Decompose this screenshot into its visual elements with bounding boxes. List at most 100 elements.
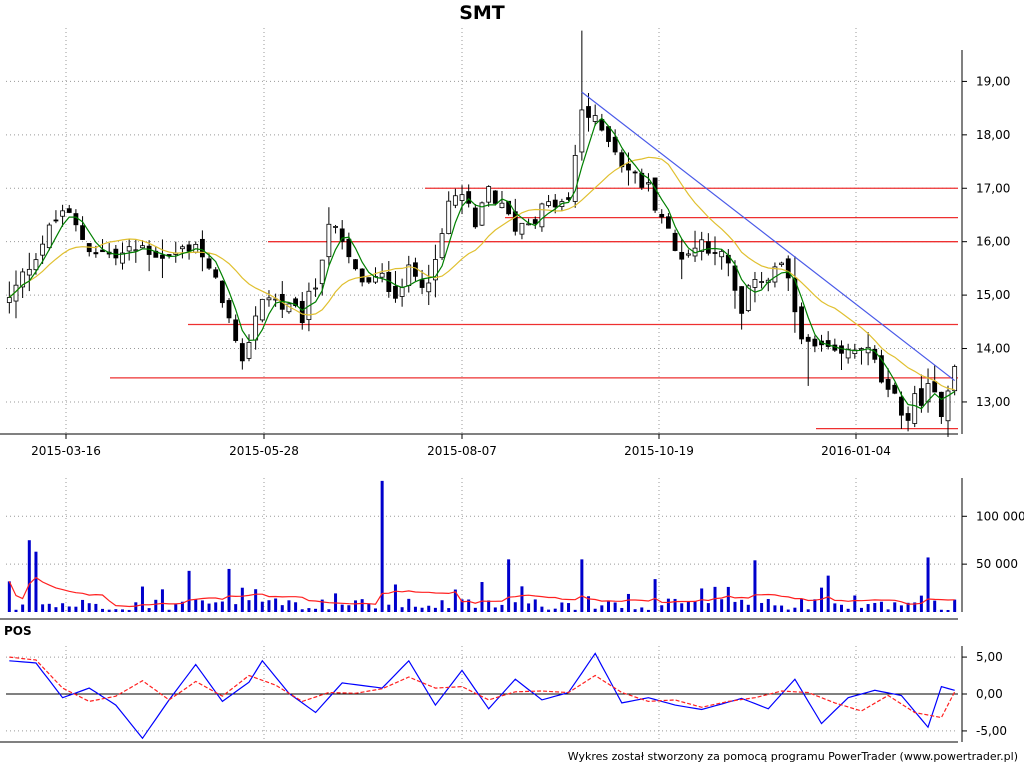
volume-bar <box>187 570 191 612</box>
volume-bar <box>74 606 78 612</box>
y-tick-label: 17,00 <box>976 181 1010 195</box>
chart-title: SMT <box>459 2 505 24</box>
candle-body <box>160 254 165 259</box>
axes: 13,00 14,00 15,00 16,00 17,00 18,00 19,00 2015-… <box>0 50 1024 743</box>
candle-body <box>393 285 398 299</box>
oscillator-line <box>9 652 955 740</box>
candle-body <box>40 243 46 256</box>
volume-bar <box>387 604 391 612</box>
volume-bar <box>340 604 344 612</box>
candle-body <box>266 297 272 301</box>
volume-bar <box>200 600 204 612</box>
candle-body <box>472 207 478 228</box>
y-tick-label: 16,00 <box>976 235 1010 249</box>
candle-body <box>399 287 405 297</box>
volume-bar <box>247 600 251 612</box>
oscillator-panel <box>6 652 958 740</box>
volume-bar <box>886 609 890 612</box>
volume-bar <box>593 608 597 612</box>
volume-bar <box>7 581 11 612</box>
volume-average-line <box>8 576 955 608</box>
volume-bar <box>393 584 397 612</box>
y-tick-label: 19,00 <box>976 74 1010 88</box>
candle-body <box>120 252 125 264</box>
volume-bar <box>214 602 218 612</box>
candle-body <box>80 225 85 240</box>
volume-bar <box>354 600 358 612</box>
candle-body <box>759 281 765 283</box>
candle-body <box>519 222 525 235</box>
volume-bar <box>666 598 670 612</box>
candle-body <box>852 349 858 355</box>
volume-bar <box>913 602 917 612</box>
volume-bar <box>873 602 877 612</box>
volume-panel <box>7 480 957 612</box>
candle-body <box>812 338 818 347</box>
volume-bar <box>274 598 278 612</box>
x-tick-label: 2015-10-19 <box>624 444 694 458</box>
volume-bar <box>513 602 517 612</box>
volume-bar <box>653 579 657 612</box>
candle-body <box>333 226 338 228</box>
candle-body <box>239 343 245 362</box>
volume-bar <box>220 601 224 612</box>
candle-body <box>646 182 651 185</box>
volume-bar <box>300 609 304 612</box>
candle-body <box>479 202 485 226</box>
candle-body <box>672 232 678 251</box>
candle-body <box>46 224 52 249</box>
candle-body <box>839 345 844 354</box>
candle-body <box>492 190 498 204</box>
candle-body <box>126 246 132 252</box>
volume-bar <box>61 603 65 612</box>
volume-bar <box>287 600 291 612</box>
volume-bar <box>839 604 843 612</box>
volume-bar <box>327 609 331 612</box>
candle-body <box>313 287 318 290</box>
candle-body <box>359 268 365 283</box>
candle-body <box>253 315 259 341</box>
candle-body <box>259 298 265 321</box>
candle-body <box>626 163 631 171</box>
volume-bar <box>646 609 650 612</box>
candle-body <box>452 195 458 206</box>
volume-bar <box>833 603 837 612</box>
volume-bar <box>480 582 484 612</box>
y-tick-label: 14,00 <box>976 342 1010 356</box>
oscillator-signal-line <box>9 656 956 719</box>
volume-bar <box>760 602 764 612</box>
volume-bar <box>207 603 211 612</box>
volume-bar <box>420 607 424 612</box>
volume-bar <box>14 609 18 612</box>
volume-bar <box>853 595 857 612</box>
candle-body <box>6 297 12 303</box>
volume-bar <box>94 603 98 612</box>
moving-averages <box>8 117 956 410</box>
volume-bar <box>713 586 717 612</box>
volume-bar <box>866 604 870 612</box>
volume-bar <box>160 589 164 612</box>
candle-body <box>805 336 811 342</box>
oscillator-y-tick-label: 5,00 <box>976 650 1003 664</box>
volume-bar <box>806 609 810 612</box>
candle-body <box>246 342 252 359</box>
volume-bar <box>773 605 777 612</box>
candle-body <box>592 115 598 122</box>
volume-bar <box>347 605 351 612</box>
volume-y-tick-label: 100 000 <box>976 509 1024 523</box>
candle-body <box>679 251 685 260</box>
volume-bar <box>260 601 264 612</box>
y-tick-label: 15,00 <box>976 288 1010 302</box>
candle-body <box>532 219 538 224</box>
volume-bar <box>307 608 311 612</box>
volume-bar <box>140 586 144 612</box>
volume-bar <box>899 605 903 612</box>
candle-body <box>233 319 239 341</box>
candle-body <box>938 391 944 418</box>
volume-bar <box>547 609 551 612</box>
trendline-line <box>581 91 956 382</box>
volume-bar <box>906 602 910 612</box>
candle-body <box>466 191 472 204</box>
volume-bar <box>447 608 451 612</box>
candle-body <box>612 136 618 153</box>
